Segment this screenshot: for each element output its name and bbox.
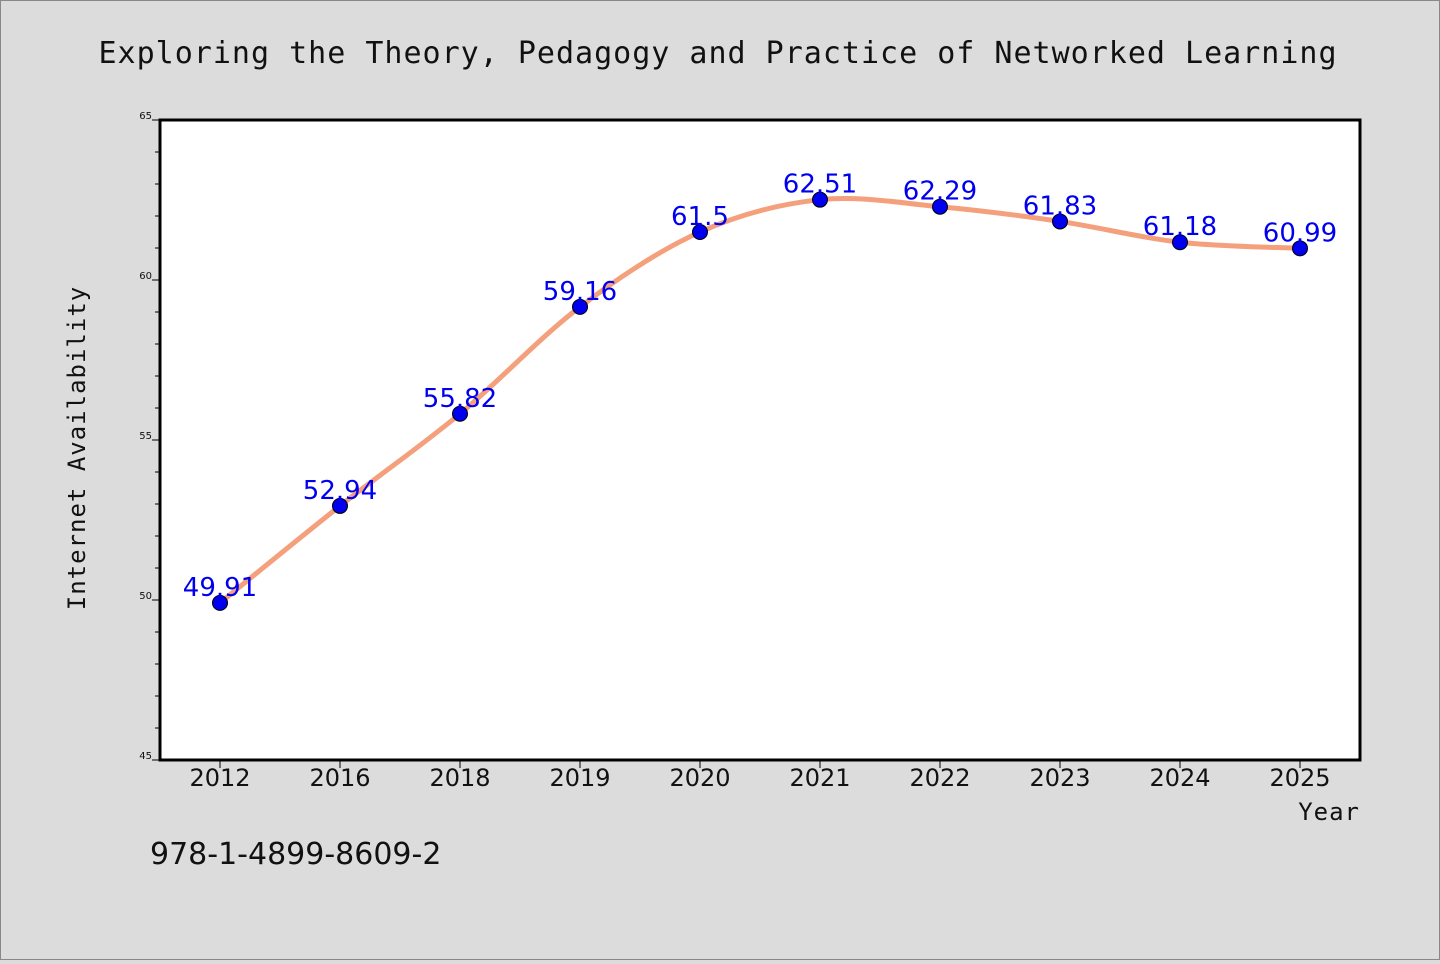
x-tick-label: 2019: [549, 764, 610, 792]
data-label: 52.94: [303, 476, 377, 506]
x-tick-label: 2012: [189, 764, 250, 792]
y-axis: 45 50 55 60 65: [139, 111, 160, 762]
x-tick-label: 2024: [1149, 764, 1210, 792]
y-axis-label: Internet Availability: [63, 286, 91, 610]
x-tick-label: 2016: [309, 764, 370, 792]
isbn-text: 978-1-4899-8609-2: [150, 837, 441, 872]
data-label: 61.5: [671, 202, 729, 232]
data-point: [812, 191, 828, 208]
y-tick-label: 65: [139, 111, 152, 122]
data-point: [332, 497, 348, 514]
data-point: [932, 198, 948, 215]
data-label: 60.99: [1263, 218, 1337, 248]
data-point: [452, 405, 468, 422]
data-point: [692, 224, 708, 240]
data-point: [1292, 240, 1308, 257]
x-tick-label: 2023: [1029, 764, 1090, 792]
data-labels: 49.91 52.94 55.82 59.16 61.5 62.51 62.29 61.83 6…: [183, 170, 1337, 603]
data-label: 59.16: [543, 277, 617, 307]
data-points: [212, 191, 1308, 611]
x-tick-label: 2018: [429, 764, 490, 792]
data-label: 61.83: [1023, 191, 1097, 221]
data-point: [1052, 213, 1068, 230]
x-tick-label: 2020: [669, 764, 730, 792]
y-tick-label: 50: [139, 591, 152, 602]
data-label: 62.51: [783, 170, 857, 200]
y-tick-label: 60: [139, 271, 152, 282]
series-line: [217, 195, 1303, 606]
data-label: 49.91: [183, 573, 257, 603]
x-tick-label: 2025: [1269, 764, 1330, 792]
plot-area: [158, 118, 1362, 762]
y-tick-label: 55: [139, 431, 152, 442]
x-tick-label: 2021: [789, 764, 850, 792]
x-axis-label: Year: [1298, 798, 1360, 826]
data-point: [212, 594, 228, 611]
data-label: 62.29: [903, 177, 977, 207]
x-axis: 2012 2016 2018 2019 2020 2021 2022 2023 2024 2025: [189, 760, 1331, 792]
x-tick-label: 2022: [909, 764, 970, 792]
data-point: [572, 298, 588, 315]
y-tick-label: 45: [139, 751, 152, 762]
data-point: [1172, 234, 1188, 251]
chart-title: Exploring the Theory, Pedagogy and Pract…: [99, 36, 1338, 71]
data-label: 55.82: [423, 384, 497, 414]
data-label: 61.18: [1143, 212, 1217, 242]
